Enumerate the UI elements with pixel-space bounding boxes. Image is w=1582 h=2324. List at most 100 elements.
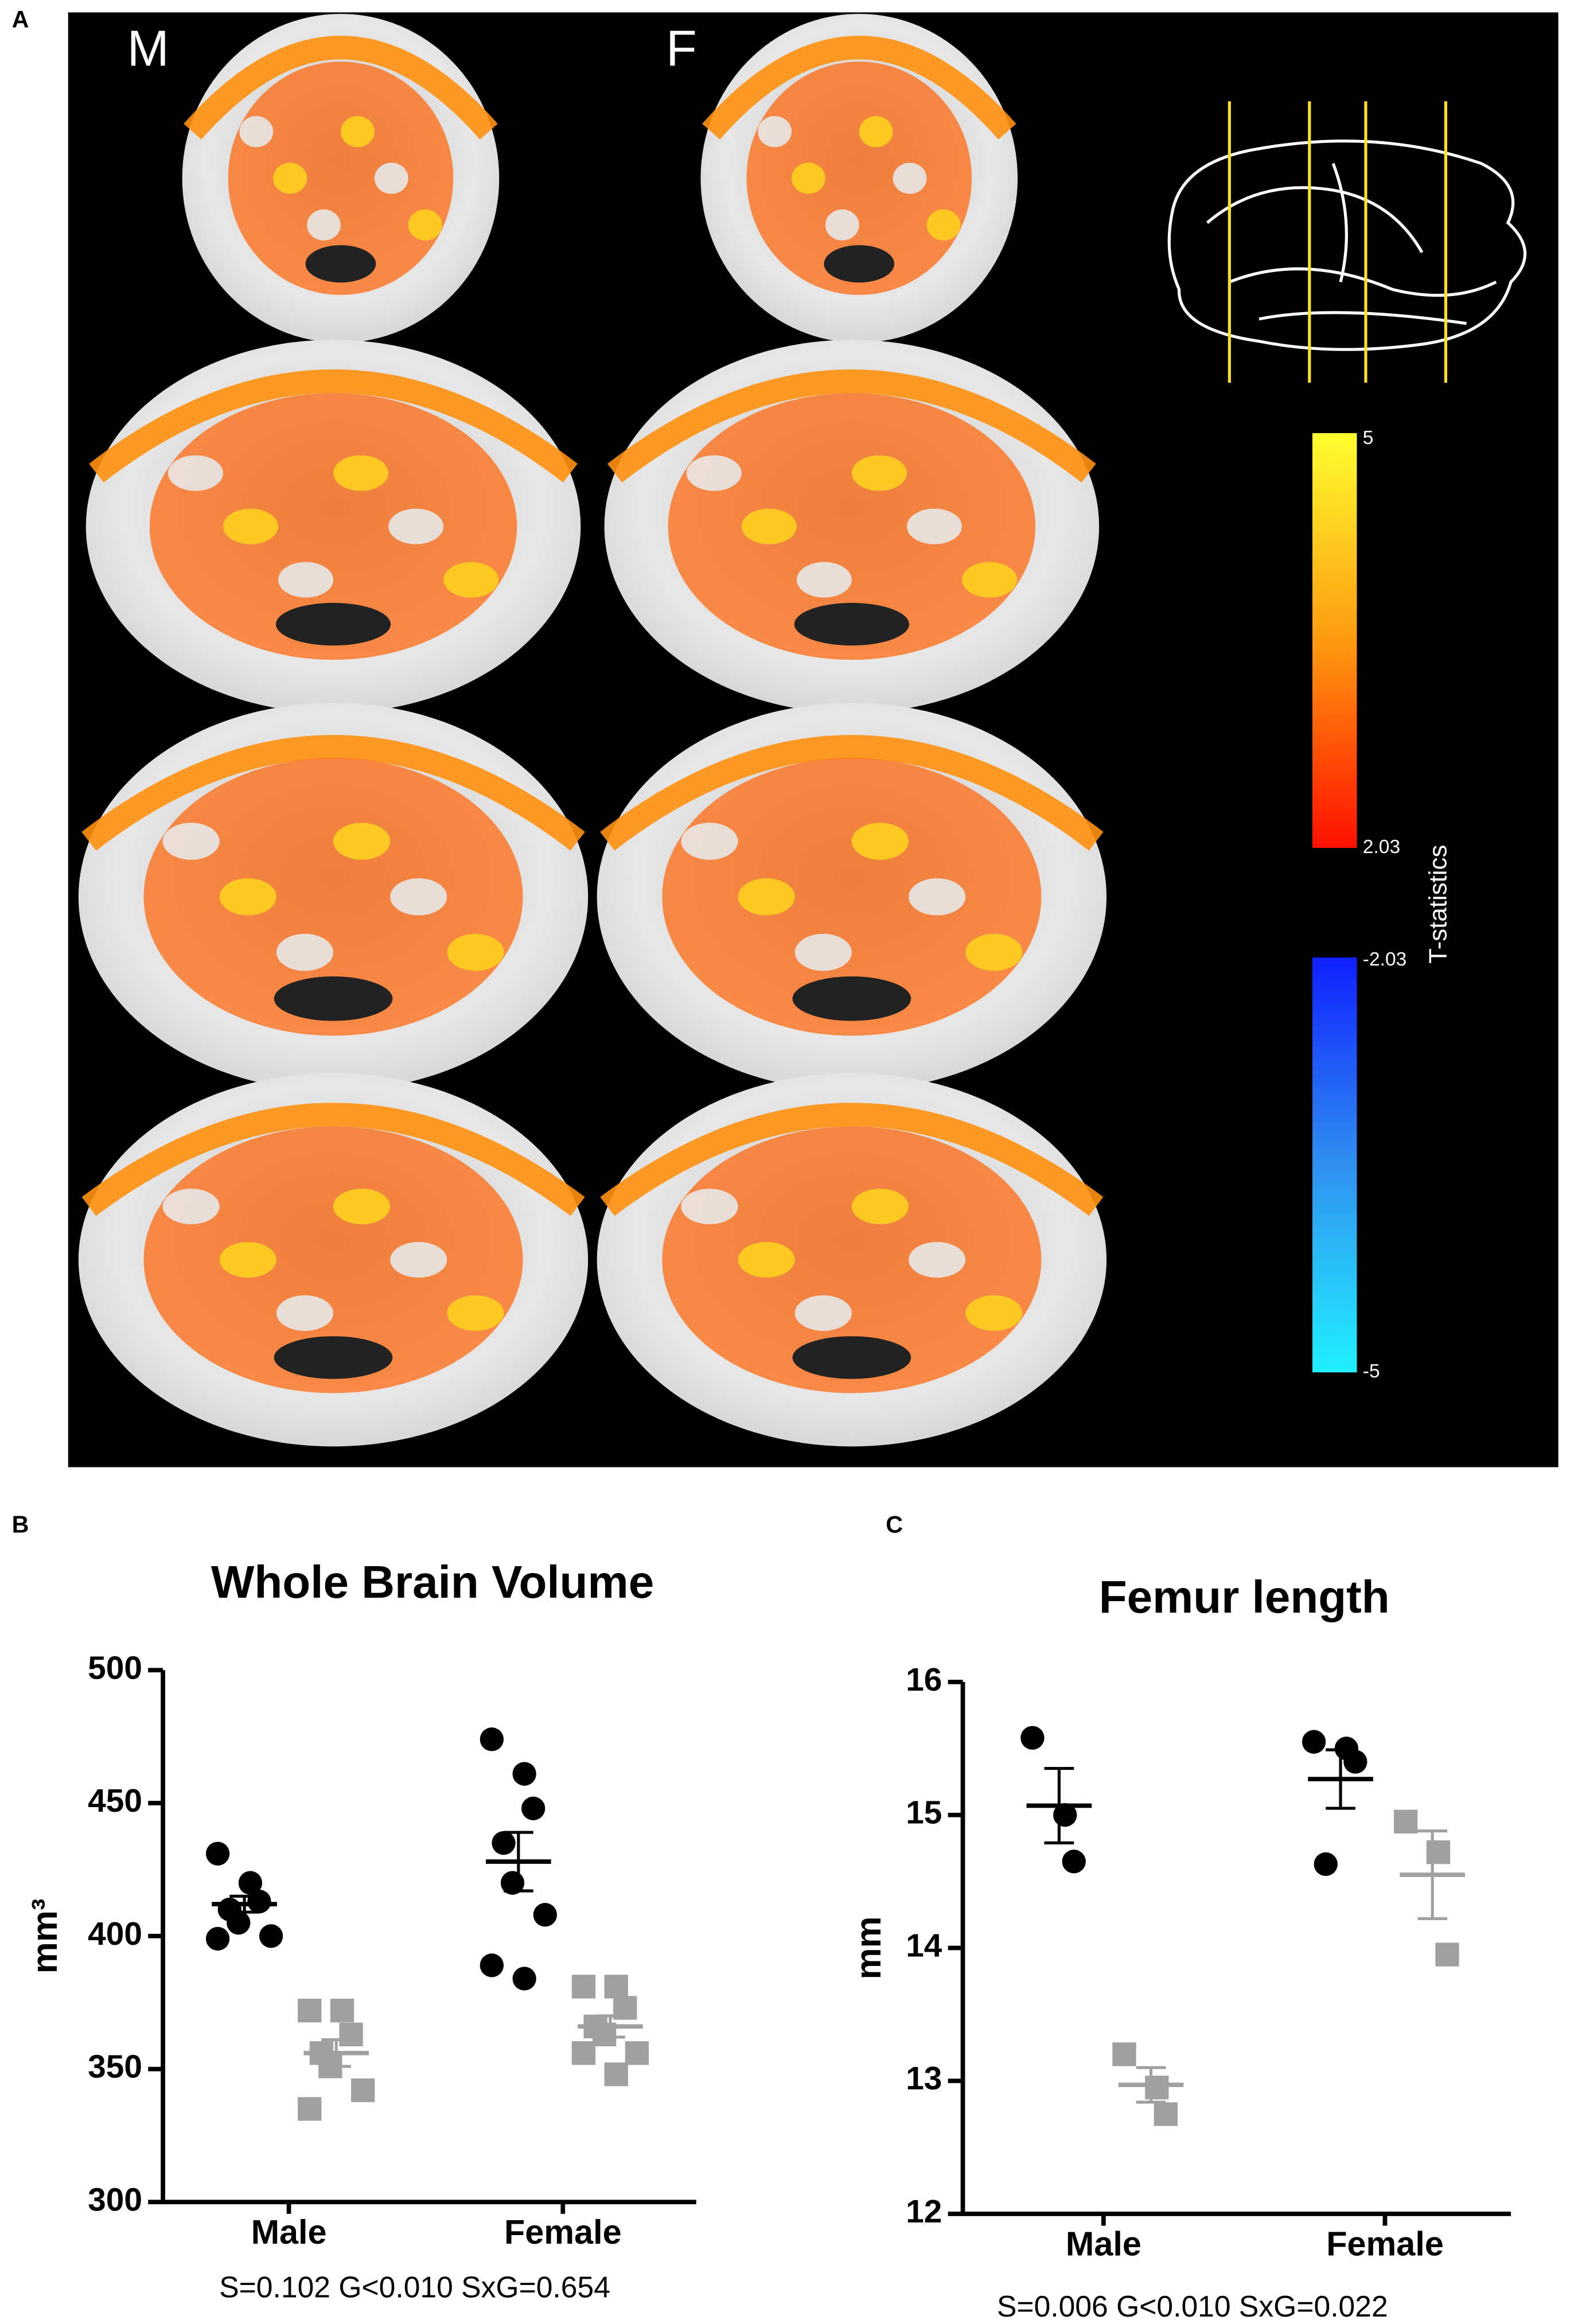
- data-point: [205, 1926, 230, 1951]
- x-tick-label: Female: [504, 2213, 622, 2251]
- data-point: [1020, 1726, 1045, 1750]
- data-point: [492, 1831, 516, 1855]
- slice-blob: [906, 508, 963, 544]
- slice-blob: [162, 1188, 220, 1224]
- slice-ventricle: [824, 245, 895, 283]
- data-point: [1426, 1840, 1451, 1864]
- slice-blob: [390, 878, 447, 916]
- column-label: M: [127, 20, 169, 76]
- slice-blob: [893, 162, 927, 194]
- y-tick-label: 350: [88, 2049, 142, 2085]
- data-point: [480, 1727, 504, 1751]
- data-point: [259, 1924, 283, 1948]
- slice-blob: [388, 508, 444, 544]
- data-point: [604, 1975, 628, 1999]
- panel-label: B: [12, 1512, 29, 1538]
- data-point: [1154, 2102, 1178, 2126]
- data-point: [571, 1975, 596, 1999]
- slice-blob: [965, 933, 1023, 971]
- error-bar: [229, 1894, 259, 1914]
- x-tick-label: Male: [1066, 2225, 1141, 2263]
- error-bar: [321, 2038, 352, 2068]
- slice-blob: [796, 562, 852, 598]
- colorbar-tick: 2.03: [1363, 836, 1400, 858]
- y-tick-label: 500: [88, 1650, 142, 1686]
- slice-blob: [794, 1295, 852, 1331]
- slice-activation: [143, 1126, 523, 1393]
- slice-blob: [681, 823, 738, 860]
- x-tick-label: Female: [1326, 2225, 1444, 2263]
- sagittal-outline: [1167, 139, 1527, 351]
- data-point: [205, 1842, 230, 1866]
- error-bar: [504, 1831, 533, 1893]
- slice-skull: [89, 369, 578, 483]
- data-point: [1343, 1750, 1367, 1774]
- slice-activation: [668, 393, 1036, 660]
- error-bar: [1326, 1748, 1355, 1810]
- slice-blob: [909, 878, 966, 916]
- data-point: [604, 2062, 628, 2086]
- error-bar: [1044, 1766, 1074, 1844]
- slice-ventricle: [274, 1336, 393, 1379]
- slice-activation: [662, 1126, 1042, 1393]
- slice-blob: [859, 116, 893, 147]
- slice-blob: [851, 823, 909, 860]
- y-tick-label: 14: [906, 1928, 942, 1964]
- slice-blob: [223, 508, 278, 544]
- slice-lines: [1228, 101, 1448, 383]
- slice-blob: [851, 1188, 909, 1224]
- colorbar-positive: [1312, 433, 1357, 848]
- slice-blob: [374, 162, 408, 194]
- slice-ventricle: [305, 245, 376, 283]
- slice-blob: [239, 116, 274, 147]
- slice-blob: [273, 162, 307, 194]
- slice-blob: [219, 878, 276, 916]
- footnote: S=0.006 G<0.010 SxG=0.022: [997, 2290, 1388, 2323]
- data-point: [238, 1871, 263, 1895]
- y-axis-label: mm³: [25, 1898, 65, 1973]
- slice-blob: [825, 209, 859, 241]
- slice-activation: [228, 61, 454, 295]
- y-tick-label: 15: [906, 1795, 942, 1831]
- slice-blob: [333, 823, 391, 860]
- x-tick-label: Male: [251, 2213, 327, 2251]
- data-point: [1302, 1730, 1326, 1754]
- slice-ventricle: [792, 976, 911, 1021]
- data-point: [1314, 1852, 1338, 1877]
- data-point: [533, 1903, 557, 1927]
- slice-skull: [184, 36, 498, 140]
- data-point: [330, 1998, 354, 2023]
- slice-blob: [278, 562, 334, 598]
- slice-blob: [926, 209, 961, 241]
- error-bar: [1136, 2066, 1166, 2104]
- slice-blob: [390, 1241, 447, 1278]
- slice-blob: [167, 455, 223, 491]
- chart-title: Whole Brain Volume: [211, 1556, 654, 1607]
- data-point: [512, 1967, 536, 1991]
- slice-skull: [600, 735, 1104, 851]
- data-point: [247, 1889, 271, 1914]
- error-bar: [1417, 1829, 1448, 1921]
- data-point: [298, 1998, 322, 2023]
- slice-skull: [702, 36, 1016, 140]
- slice-blob: [758, 116, 792, 147]
- slice-blob: [794, 933, 852, 971]
- slice-blob: [219, 1241, 276, 1278]
- slice-blob: [408, 209, 442, 241]
- data-point: [227, 1910, 251, 1935]
- slice-ventricle: [274, 976, 393, 1021]
- slice-blob: [340, 116, 375, 147]
- data-point: [1435, 1942, 1459, 1967]
- data-point: [1394, 1809, 1418, 1833]
- slice-blob: [681, 1188, 738, 1224]
- column-label: F: [666, 20, 697, 76]
- slice-ventricle: [794, 602, 909, 646]
- panel-label: A: [12, 6, 29, 33]
- data-point: [480, 1953, 504, 1977]
- slice-blob: [307, 209, 341, 241]
- data-point: [298, 2097, 322, 2121]
- slice-activation: [143, 758, 523, 1036]
- slice-blob: [333, 455, 389, 491]
- brain-slices: [78, 14, 1107, 1447]
